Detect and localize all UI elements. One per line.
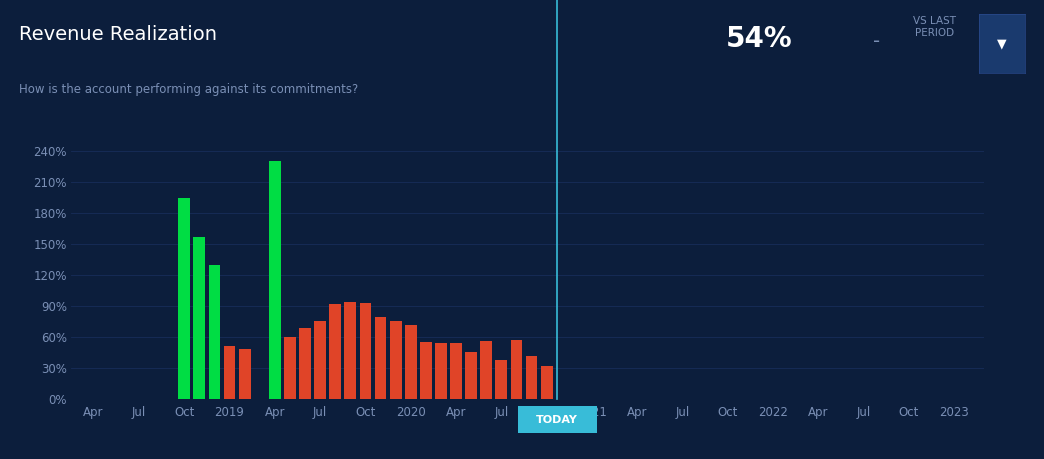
Text: Revenue Realization: Revenue Realization [19, 25, 217, 44]
Bar [300, 328, 311, 399]
Bar [284, 337, 295, 399]
Bar [329, 304, 341, 399]
Text: TODAY: TODAY [537, 414, 578, 425]
Bar [541, 366, 552, 399]
Text: How is the account performing against its commitments?: How is the account performing against it… [19, 83, 358, 95]
Bar [209, 265, 220, 399]
Bar [450, 343, 461, 399]
Bar [345, 302, 356, 399]
Bar [179, 197, 190, 399]
Bar [420, 342, 432, 399]
Bar [480, 341, 492, 399]
Bar [359, 303, 372, 399]
Text: -: - [874, 32, 880, 51]
Bar [496, 360, 507, 399]
Bar [525, 356, 538, 399]
Bar [314, 321, 326, 399]
Text: 54%: 54% [726, 25, 792, 53]
Bar [466, 352, 477, 399]
Text: ▼: ▼ [997, 37, 1007, 50]
Bar [435, 343, 447, 399]
Bar [389, 321, 402, 399]
Bar [511, 340, 522, 399]
Bar [375, 317, 386, 399]
Bar [193, 237, 206, 399]
Bar [223, 346, 235, 399]
Bar [239, 349, 251, 399]
Bar [405, 325, 417, 399]
Text: VS LAST
PERIOD: VS LAST PERIOD [912, 16, 956, 39]
Bar [269, 161, 281, 399]
